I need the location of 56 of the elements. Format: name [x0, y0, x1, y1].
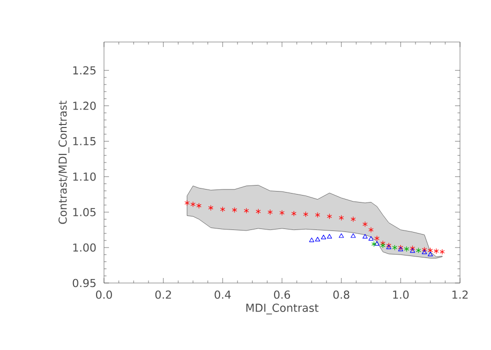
y-axis-title: Contrast/MDI_Contrast	[58, 100, 70, 224]
point	[380, 242, 386, 248]
point	[416, 248, 422, 254]
y-tick-label: 1.25	[73, 66, 96, 74]
y-tick-label: 1.15	[73, 137, 96, 146]
point	[220, 206, 226, 212]
x-tick-label: 1.0	[393, 290, 409, 299]
y-tick-label: 1.05	[73, 208, 96, 216]
point	[196, 202, 202, 209]
y-tick-label: 1.10	[73, 172, 96, 181]
point	[315, 212, 320, 218]
point	[428, 252, 433, 256]
point	[268, 209, 273, 216]
point	[422, 250, 427, 254]
x-tick-label: 1.2	[452, 290, 468, 299]
point	[326, 213, 332, 220]
point	[184, 200, 190, 206]
point	[422, 246, 427, 253]
y-tick-label: 1.20	[73, 102, 96, 110]
y-tick-label: 0.95	[72, 278, 96, 288]
point	[362, 234, 368, 239]
point	[256, 208, 261, 214]
x-tick-label: 0.8	[333, 290, 350, 299]
point	[374, 241, 380, 246]
x-tick-label: 0.2	[155, 290, 171, 299]
point	[374, 235, 380, 242]
x-tick-label: 0.0	[96, 290, 112, 299]
point	[291, 210, 296, 216]
point	[338, 233, 344, 238]
point	[279, 210, 285, 216]
point	[315, 236, 320, 242]
point	[368, 226, 374, 233]
point	[404, 246, 410, 252]
point	[434, 248, 439, 254]
point	[303, 211, 308, 218]
point	[338, 214, 344, 221]
point	[371, 241, 377, 247]
point	[244, 208, 249, 214]
point	[320, 234, 326, 240]
point	[326, 234, 332, 239]
point	[410, 248, 416, 253]
x-tick-label: 0.4	[214, 290, 231, 299]
x-axis-title: MDI_Contrast	[246, 304, 318, 314]
point	[362, 221, 368, 228]
point	[232, 207, 238, 213]
point	[410, 245, 416, 252]
point	[190, 201, 196, 208]
point	[350, 233, 356, 238]
y-tick-label: 1.00	[73, 243, 96, 252]
x-tick-label: 0.6	[274, 290, 290, 299]
point	[208, 204, 214, 211]
point	[392, 244, 398, 250]
point	[440, 248, 445, 255]
point	[368, 236, 374, 241]
point	[309, 238, 314, 242]
point	[350, 216, 356, 222]
